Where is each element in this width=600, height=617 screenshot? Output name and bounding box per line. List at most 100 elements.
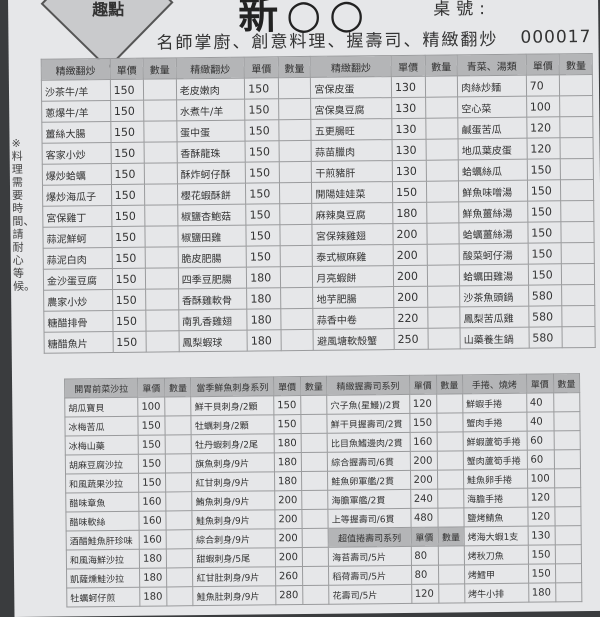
quantity-cell[interactable] bbox=[165, 453, 192, 473]
quantity-cell[interactable] bbox=[438, 545, 465, 566]
quantity-cell[interactable] bbox=[560, 158, 594, 180]
quantity-cell[interactable] bbox=[145, 225, 178, 248]
quantity-cell[interactable] bbox=[426, 201, 460, 224]
quantity-cell[interactable] bbox=[165, 434, 192, 454]
quantity-cell[interactable] bbox=[301, 490, 329, 510]
quantity-cell[interactable] bbox=[166, 567, 194, 587]
quantity-cell[interactable] bbox=[145, 246, 179, 269]
quantity-cell[interactable] bbox=[555, 582, 582, 602]
quantity-cell[interactable] bbox=[144, 162, 178, 185]
quantity-cell[interactable] bbox=[427, 306, 461, 329]
quantity-cell[interactable] bbox=[278, 98, 312, 120]
quantity-cell[interactable] bbox=[278, 119, 312, 141]
quantity-cell[interactable] bbox=[554, 525, 582, 545]
quantity-cell[interactable] bbox=[553, 392, 580, 412]
quantity-cell[interactable] bbox=[437, 488, 464, 509]
quantity-cell[interactable] bbox=[300, 395, 328, 415]
quantity-cell[interactable] bbox=[302, 528, 329, 548]
quantity-cell[interactable] bbox=[436, 393, 463, 414]
quantity-cell[interactable] bbox=[425, 75, 458, 98]
quantity-cell[interactable] bbox=[145, 267, 179, 290]
quantity-cell[interactable] bbox=[279, 182, 313, 204]
quantity-cell[interactable] bbox=[165, 415, 192, 435]
quantity-cell[interactable] bbox=[554, 449, 581, 469]
quantity-cell[interactable] bbox=[560, 116, 594, 138]
quantity-cell[interactable] bbox=[144, 141, 177, 164]
quantity-cell[interactable] bbox=[559, 74, 593, 96]
quantity-cell[interactable] bbox=[426, 180, 459, 203]
quantity-cell[interactable] bbox=[436, 412, 463, 433]
quantity-cell[interactable] bbox=[278, 77, 312, 99]
quantity-cell[interactable] bbox=[425, 138, 459, 161]
quantity-cell[interactable] bbox=[437, 469, 464, 490]
quantity-cell[interactable] bbox=[559, 95, 593, 117]
quantity-cell[interactable] bbox=[427, 264, 460, 287]
quantity-cell[interactable] bbox=[562, 305, 595, 327]
quantity-cell[interactable] bbox=[165, 396, 192, 416]
quantity-cell[interactable] bbox=[144, 120, 177, 143]
quantity-cell[interactable] bbox=[554, 468, 581, 488]
quantity-cell[interactable] bbox=[436, 431, 464, 452]
quantity-cell[interactable] bbox=[426, 222, 460, 245]
quantity-cell[interactable] bbox=[144, 183, 178, 206]
quantity-cell[interactable] bbox=[302, 566, 329, 586]
quantity-cell[interactable] bbox=[279, 203, 313, 225]
quantity-cell[interactable] bbox=[554, 506, 582, 526]
quantity-cell[interactable] bbox=[144, 204, 178, 227]
quantity-cell[interactable] bbox=[560, 179, 594, 201]
quantity-cell[interactable] bbox=[425, 117, 459, 140]
quantity-cell[interactable] bbox=[301, 471, 328, 491]
quantity-cell[interactable] bbox=[562, 326, 596, 348]
quantity-cell[interactable] bbox=[166, 548, 193, 568]
quantity-cell[interactable] bbox=[553, 411, 581, 431]
quantity-cell[interactable] bbox=[554, 487, 581, 507]
quantity-cell[interactable] bbox=[280, 308, 314, 330]
quantity-cell[interactable] bbox=[427, 285, 460, 308]
quantity-cell[interactable] bbox=[301, 433, 328, 453]
quantity-cell[interactable] bbox=[167, 586, 194, 606]
quantity-cell[interactable] bbox=[279, 161, 312, 183]
quantity-cell[interactable] bbox=[166, 529, 193, 549]
quantity-cell[interactable] bbox=[561, 284, 595, 306]
item-name: 胡瓜寶貝 bbox=[64, 397, 139, 418]
quantity-cell[interactable] bbox=[166, 491, 193, 511]
quantity-cell[interactable] bbox=[280, 245, 313, 267]
quantity-cell[interactable] bbox=[301, 452, 328, 472]
quantity-cell[interactable] bbox=[437, 450, 464, 471]
quantity-cell[interactable] bbox=[560, 137, 594, 159]
quantity-cell[interactable] bbox=[301, 414, 328, 434]
quantity-cell[interactable] bbox=[561, 200, 594, 222]
quantity-cell[interactable] bbox=[302, 585, 330, 605]
quantity-cell[interactable] bbox=[426, 243, 460, 266]
quantity-cell[interactable] bbox=[438, 583, 465, 604]
quantity-cell[interactable] bbox=[280, 287, 314, 309]
quantity-cell[interactable] bbox=[427, 327, 461, 350]
quantity-cell[interactable] bbox=[143, 99, 177, 122]
quantity-cell[interactable] bbox=[146, 330, 179, 353]
quantity-cell[interactable] bbox=[425, 96, 458, 119]
quantity-cell[interactable] bbox=[555, 544, 582, 564]
quantity-cell[interactable] bbox=[437, 507, 464, 528]
item-name: 櫻花蝦酥餅 bbox=[177, 183, 246, 205]
quantity-cell[interactable] bbox=[280, 266, 313, 288]
quantity-cell[interactable] bbox=[280, 329, 314, 351]
quantity-cell[interactable] bbox=[561, 242, 595, 264]
quantity-cell[interactable] bbox=[146, 309, 179, 332]
price-header: 單價 bbox=[244, 56, 279, 79]
logo-text: 趣點 bbox=[92, 0, 125, 20]
quantity-cell[interactable] bbox=[555, 563, 582, 583]
quantity-cell[interactable] bbox=[425, 159, 459, 182]
quantity-cell[interactable] bbox=[561, 263, 595, 285]
quantity-cell[interactable] bbox=[165, 472, 193, 492]
quantity-cell[interactable] bbox=[553, 430, 581, 450]
quantity-cell[interactable] bbox=[302, 509, 329, 529]
quantity-cell[interactable] bbox=[302, 547, 329, 567]
section-title: 精緻翻炒 bbox=[175, 57, 245, 79]
quantity-cell[interactable] bbox=[166, 510, 193, 530]
quantity-cell[interactable] bbox=[279, 224, 313, 246]
quantity-cell[interactable] bbox=[278, 140, 312, 162]
quantity-cell[interactable] bbox=[145, 288, 179, 311]
quantity-cell[interactable] bbox=[143, 78, 177, 101]
quantity-cell[interactable] bbox=[438, 564, 465, 585]
quantity-cell[interactable] bbox=[561, 221, 595, 243]
